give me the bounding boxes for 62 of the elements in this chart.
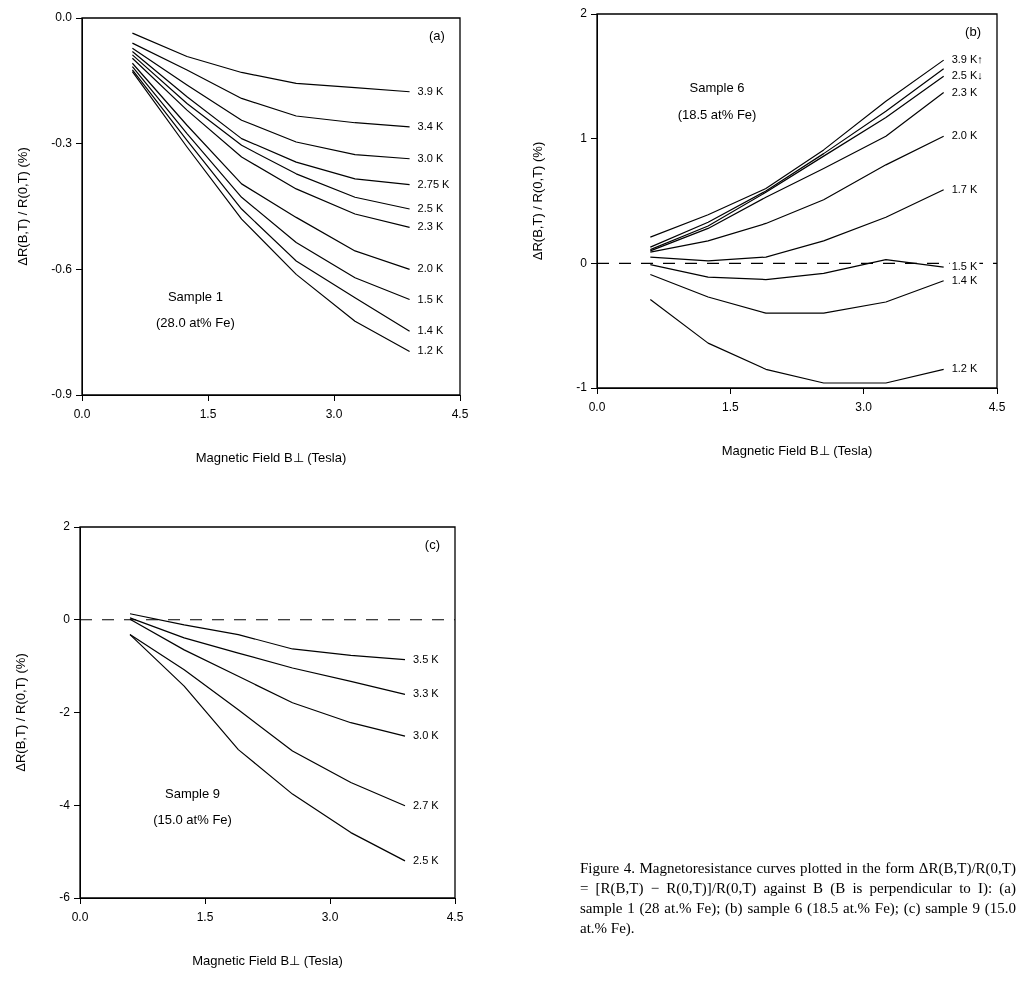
- series-label: 2.5 K↓: [951, 69, 983, 82]
- series-label: 3.0 K: [417, 151, 444, 164]
- series-label: 2.7 K: [413, 798, 440, 811]
- annotation: (c): [424, 537, 440, 553]
- series-label: 2.3 K: [951, 85, 979, 98]
- series-label: 1.2 K: [951, 362, 979, 375]
- series-label: 1.4 K: [417, 324, 444, 337]
- x-tick-label: 1.5: [196, 909, 214, 924]
- x-axis-title: Magnetic Field B⊥ (Tesla): [192, 952, 343, 968]
- annotation: (18.5 at% Fe): [677, 106, 757, 122]
- series-label: 2.75 K: [417, 177, 451, 190]
- x-tick-label: 3.0: [325, 406, 343, 421]
- series-label: 2.0 K: [417, 262, 444, 275]
- y-axis-title: ΔR(B,T) / R(0,T) (%): [13, 653, 29, 772]
- y-tick-label: -4: [59, 797, 71, 812]
- series-label: 1.5 K: [951, 260, 979, 273]
- y-axis-title: ΔR(B,T) / R(0,T) (%): [530, 141, 546, 261]
- x-axis-title: Magnetic Field B⊥ (Tesla): [721, 442, 873, 458]
- series-label: 2.0 K: [951, 129, 979, 142]
- y-tick-label: -1: [576, 380, 588, 395]
- annotation: (a): [428, 28, 445, 44]
- y-tick-label: -2: [59, 704, 71, 719]
- annotation: Sample 9: [165, 785, 220, 801]
- series-label: 1.4 K: [951, 273, 979, 286]
- x-tick-label: 1.5: [199, 406, 217, 421]
- x-tick-label: 4.5: [446, 909, 464, 924]
- series-label: 3.3 K: [413, 687, 440, 700]
- y-tick-label: 0: [580, 255, 588, 270]
- annotation: (15.0 at% Fe): [153, 811, 232, 827]
- y-axis-title: ΔR(B,T) / R(0,T) (%): [15, 147, 31, 266]
- y-tick-label: 2: [580, 6, 588, 21]
- series-label: 2.3 K: [417, 220, 444, 233]
- y-tick-label: -0.9: [51, 387, 73, 402]
- series-label: 3.5 K: [413, 652, 440, 665]
- series-label: 3.9 K↑: [951, 53, 983, 66]
- y-tick-label: 0.0: [55, 10, 73, 25]
- y-tick-label: -0.3: [51, 135, 73, 150]
- y-tick-label: 0: [63, 612, 71, 627]
- y-tick-label: -6: [59, 890, 71, 905]
- series-label: 2.5 K: [417, 202, 444, 215]
- annotation: Sample 1: [167, 288, 223, 304]
- annotation: (b): [965, 24, 981, 40]
- x-tick-label: 0.0: [73, 406, 91, 421]
- series-label: 2.5 K: [413, 853, 440, 866]
- x-tick-label: 3.0: [855, 399, 873, 414]
- y-tick-label: 1: [580, 130, 588, 145]
- y-tick-label: 2: [63, 519, 71, 534]
- x-axis-title: Magnetic Field B⊥ (Tesla): [195, 449, 347, 465]
- x-tick-label: 4.5: [988, 399, 1006, 414]
- series-label: 3.0 K: [413, 729, 440, 742]
- x-tick-label: 4.5: [451, 406, 469, 421]
- x-tick-label: 3.0: [321, 909, 339, 924]
- annotation: Sample 6: [689, 80, 745, 96]
- series-label: 1.7 K: [951, 182, 979, 195]
- series-label: 3.9 K: [417, 84, 444, 97]
- x-tick-label: 1.5: [721, 399, 739, 414]
- caption: Figure 4. Magnetoresistance curves plotted in the form ΔR(B,T)/R(0,T) = [R(B,T) − R(0,T)]/R(0,T) against B (B is perpendicular to I): (a) sample 1 (28 at.% Fe); (b) sample 6 (18.5 at.% Fe); (c) sample 9 (15.0 at.% Fe).: [580, 859, 1016, 938]
- y-tick-label: -0.6: [51, 261, 73, 276]
- series-label: 1.2 K: [417, 344, 444, 357]
- series-label: 1.5 K: [417, 292, 444, 305]
- series-label: 3.4 K: [417, 119, 444, 132]
- annotation: (28.0 at% Fe): [156, 314, 235, 330]
